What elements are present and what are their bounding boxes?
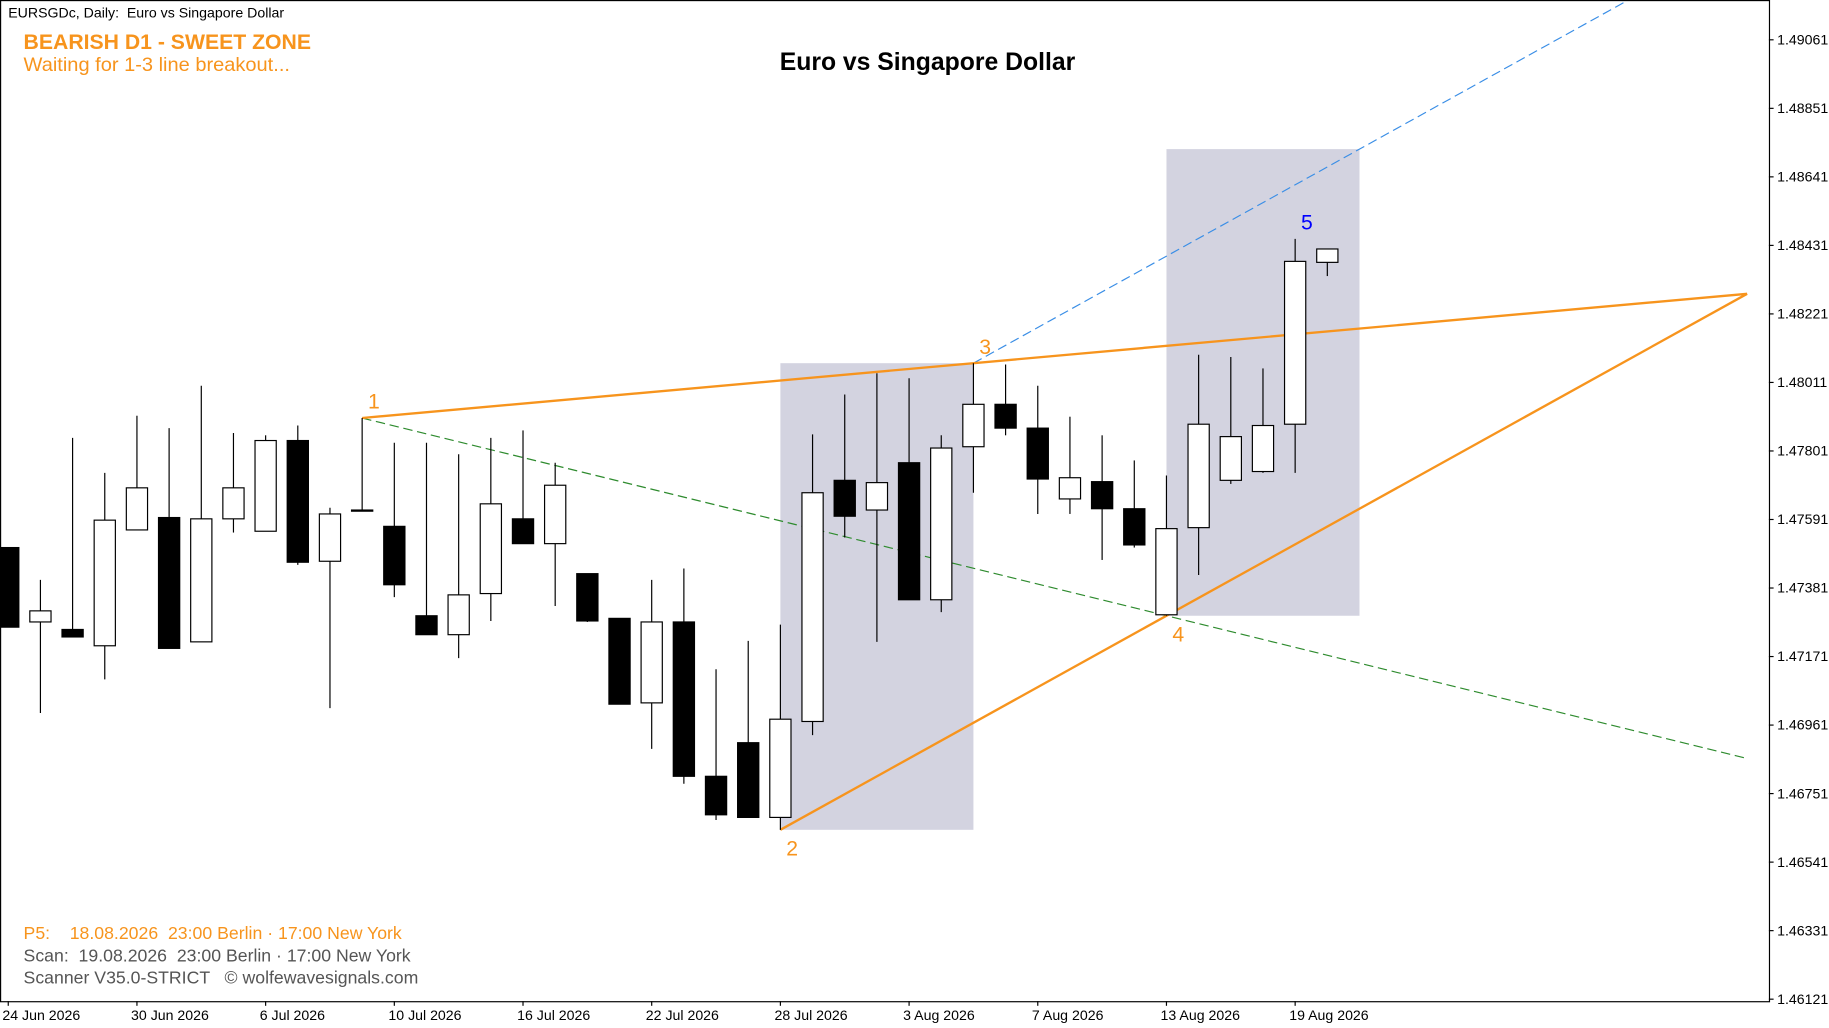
- candle-body: [479, 503, 503, 595]
- candle-body: [608, 617, 631, 705]
- labels: 1.49061 1.48851 1.48641 1.48431 1.48221 1.480…: [2, 32, 1828, 1023]
- line-1-3: [362, 292, 1748, 420]
- y-tick-label: 1.47801: [1777, 443, 1828, 459]
- y-tick-label: 1.47591: [1777, 511, 1828, 527]
- y-tick-label: 1.46121: [1777, 991, 1828, 1007]
- x-tick-label: 19 Aug 2026: [1289, 1007, 1369, 1023]
- candle-body: [769, 718, 792, 819]
- candle-body: [29, 610, 52, 623]
- candle-body: [930, 447, 953, 601]
- candle-body: [318, 513, 342, 562]
- y-tick-label: 1.46961: [1777, 717, 1828, 733]
- x-tick-label: 13 Aug 2026: [1161, 1007, 1241, 1023]
- candle-body: [1123, 508, 1146, 546]
- candle-body: [640, 621, 663, 704]
- candle-body: [865, 482, 889, 511]
- candle-body: [1090, 481, 1114, 510]
- y-tick-label: 1.46331: [1777, 922, 1828, 938]
- chart-header: EURSGDc, Daily: Euro vs Singapore Dollar: [8, 5, 284, 21]
- candle-body: [254, 439, 277, 532]
- footer-line: Scan: 19.08.2026 23:00 Berlin · 17:00 Ne…: [24, 945, 411, 965]
- candle-body: [994, 403, 1017, 429]
- candle-body: [543, 484, 567, 545]
- chart-title: Euro vs Singapore Dollar: [780, 49, 1076, 76]
- wave-label: 5: [1301, 212, 1313, 235]
- x-tick-label: 28 Jul 2026: [774, 1007, 847, 1023]
- wave-label: 4: [1172, 624, 1184, 647]
- candle-body: [897, 462, 921, 601]
- y-tick-label: 1.47381: [1777, 580, 1828, 596]
- candle-body: [672, 621, 696, 777]
- y-tick-label: 1.48641: [1777, 169, 1828, 185]
- wave-label: 1: [368, 391, 380, 414]
- y-tick-label: 1.47171: [1777, 648, 1828, 664]
- footer-line: P5: 18.08.2026 23:00 Berlin · 17:00 New …: [24, 923, 402, 943]
- candle-body: [1316, 248, 1339, 263]
- x-tick-label: 6 Jul 2026: [260, 1007, 325, 1023]
- x-tick-label: 30 Jun 2026: [131, 1007, 209, 1023]
- candle-body: [576, 573, 599, 622]
- line-target: [973, 1, 1628, 364]
- wave-label: 2: [786, 838, 798, 861]
- candle-body: [0, 546, 20, 628]
- y-tick-label: 1.48431: [1777, 237, 1828, 253]
- x-tick-label: 3 Aug 2026: [903, 1007, 975, 1023]
- x-tick-label: 24 Jun 2026: [2, 1007, 80, 1023]
- y-tick-label: 1.46541: [1777, 854, 1828, 870]
- status-note: Waiting for 1-3 line breakout...: [24, 54, 290, 76]
- candle-body: [801, 492, 824, 723]
- candle-body: [1219, 436, 1242, 481]
- candle-body: [286, 439, 309, 563]
- candle-body: [222, 487, 245, 520]
- footer-line: Scanner V35.0-STRICT © wolfewavesignals.…: [24, 968, 419, 988]
- candle-body: [737, 742, 760, 819]
- candles: [0, 238, 1339, 830]
- candle-body: [511, 518, 535, 545]
- candle-body: [1251, 424, 1275, 473]
- y-tick-label: 1.48011: [1777, 374, 1827, 390]
- candle-body: [190, 518, 213, 643]
- wave-label: 3: [979, 336, 991, 359]
- candle-body: [447, 594, 470, 636]
- candle-body: [383, 525, 406, 586]
- candle-body: [61, 628, 84, 638]
- candle-body: [93, 519, 116, 647]
- y-tick-label: 1.48851: [1777, 100, 1828, 116]
- y-tick-label: 1.49061: [1777, 32, 1828, 48]
- x-tick-label: 7 Aug 2026: [1032, 1007, 1104, 1023]
- x-tick-label: 22 Jul 2026: [646, 1007, 719, 1023]
- candle-body: [415, 615, 438, 636]
- x-tick-label: 16 Jul 2026: [517, 1007, 590, 1023]
- line-1-4: [362, 417, 1748, 760]
- candle-body: [1155, 528, 1178, 616]
- line-2-4: [779, 292, 1748, 831]
- candle-body: [962, 403, 985, 448]
- x-tick-label: 10 Jul 2026: [388, 1007, 461, 1023]
- pattern-lines: [362, 1, 1748, 831]
- candle-body: [1026, 427, 1049, 480]
- candle-body: [125, 487, 149, 531]
- y-tick-label: 1.48221: [1777, 306, 1828, 322]
- candle-body: [833, 479, 856, 517]
- y-tick-label: 1.46751: [1777, 785, 1828, 801]
- candle-body: [1058, 477, 1082, 500]
- candle-body: [1187, 423, 1210, 529]
- candle-body: [350, 509, 374, 512]
- status: BEARISH D1 - SWEET ZONE: [24, 31, 311, 54]
- candle-body: [1283, 260, 1307, 425]
- candle-body: [157, 516, 181, 649]
- candle-body: [704, 775, 728, 816]
